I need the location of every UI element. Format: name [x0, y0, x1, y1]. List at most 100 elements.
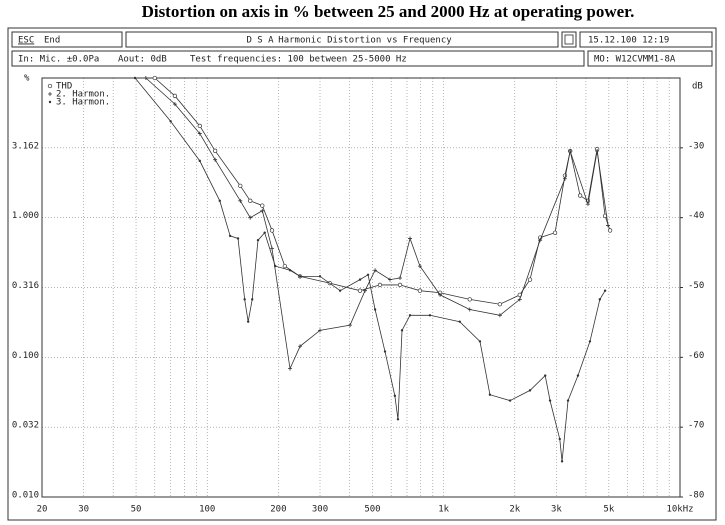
point: [298, 344, 303, 349]
point: [603, 289, 607, 292]
point: [396, 418, 400, 421]
point: [552, 230, 558, 235]
point: [538, 238, 543, 243]
point: [560, 460, 564, 463]
point: [243, 298, 246, 301]
datetime-box: [579, 31, 713, 48]
y2-tick-label: -70: [688, 421, 704, 431]
point: [428, 314, 432, 317]
x-tick-label: 30: [78, 505, 89, 515]
x-tick-label: 500: [364, 505, 380, 515]
y2-tick-label: -60: [688, 351, 704, 361]
curve: [154, 77, 611, 305]
point: [577, 193, 583, 198]
plot-frame: [41, 77, 681, 498]
x-tick-label: 5k: [603, 505, 614, 515]
point: [568, 149, 573, 154]
point: [197, 123, 202, 129]
point: [288, 366, 293, 371]
input-info: In: Mic. ±0.0Pa: [18, 55, 99, 65]
point: [358, 278, 362, 281]
function-name: Harmonic Distortion vs Frequency: [278, 36, 452, 46]
y-tick-label: 0.010: [12, 491, 39, 501]
model: MO: W12CVMM1-8A: [594, 55, 676, 65]
point: [228, 234, 232, 238]
x-tick-label: 50: [131, 505, 142, 515]
window-frame: [7, 27, 717, 521]
point: [417, 264, 422, 269]
legend-label: 3. Harmon.: [56, 98, 110, 108]
point: [172, 102, 177, 107]
x-tick-label: 1k: [438, 505, 449, 515]
point: [517, 297, 522, 302]
x-tick-label: 3k: [551, 505, 562, 515]
y2-tick-label: -80: [688, 491, 704, 501]
point: [298, 275, 302, 278]
y-tick-label: 3.162: [12, 141, 39, 151]
icon-box[interactable]: [561, 31, 577, 48]
point: [417, 288, 423, 293]
point: [408, 236, 413, 241]
point: [251, 298, 254, 301]
datetime: 15.12.100 12:19: [588, 36, 669, 46]
test-info: Test frequencies: 100 between 25-5000 Hz: [190, 55, 407, 65]
legend-marker: [47, 83, 53, 89]
esc-button[interactable]: [11, 31, 123, 48]
point: [606, 223, 611, 228]
icon: [564, 34, 574, 45]
legend-label: 2. Harmon.: [56, 90, 110, 100]
point: [363, 288, 368, 293]
point: [383, 350, 387, 353]
point: [238, 198, 243, 203]
x-tick-label: 10kHz: [666, 505, 693, 515]
point: [198, 159, 201, 163]
point: [318, 275, 322, 278]
point: [366, 273, 370, 276]
point: [218, 199, 221, 203]
point: [598, 298, 602, 301]
point: [527, 277, 533, 282]
point: [238, 183, 243, 188]
y2-axis-unit: dB: [692, 82, 703, 92]
point: [282, 263, 288, 269]
point: [478, 340, 482, 343]
point: [260, 203, 265, 208]
point: [263, 231, 266, 234]
legend-marker: [48, 92, 52, 96]
point: [387, 277, 392, 282]
point: [607, 228, 613, 233]
point: [566, 399, 570, 402]
y2-tick-label: -40: [688, 211, 704, 221]
y-tick-label: 0.100: [12, 351, 39, 361]
point: [270, 246, 275, 251]
point: [212, 148, 218, 153]
point: [236, 237, 240, 240]
point: [400, 329, 404, 332]
esc-key: ESC: [18, 36, 34, 46]
point: [256, 238, 260, 242]
legend-label: THD: [56, 82, 72, 92]
point: [497, 302, 503, 307]
point: [213, 157, 218, 162]
point: [595, 149, 600, 154]
point: [548, 399, 552, 402]
point: [269, 228, 275, 233]
point: [318, 328, 323, 333]
point: [373, 308, 377, 311]
point: [197, 131, 202, 136]
app-name: D S A: [246, 36, 274, 46]
y-tick-label: 0.032: [12, 421, 39, 431]
point: [274, 264, 277, 268]
point: [172, 93, 178, 99]
y2-tick-label: -50: [688, 281, 704, 291]
point: [397, 282, 403, 288]
point: [373, 268, 378, 273]
point: [348, 323, 353, 328]
model-box: [587, 50, 713, 67]
point: [508, 399, 512, 402]
y-tick-label: 1.000: [12, 211, 39, 221]
point: [288, 269, 292, 272]
point: [393, 394, 397, 398]
point: [488, 393, 492, 396]
x-tick-label: 100: [199, 505, 215, 515]
